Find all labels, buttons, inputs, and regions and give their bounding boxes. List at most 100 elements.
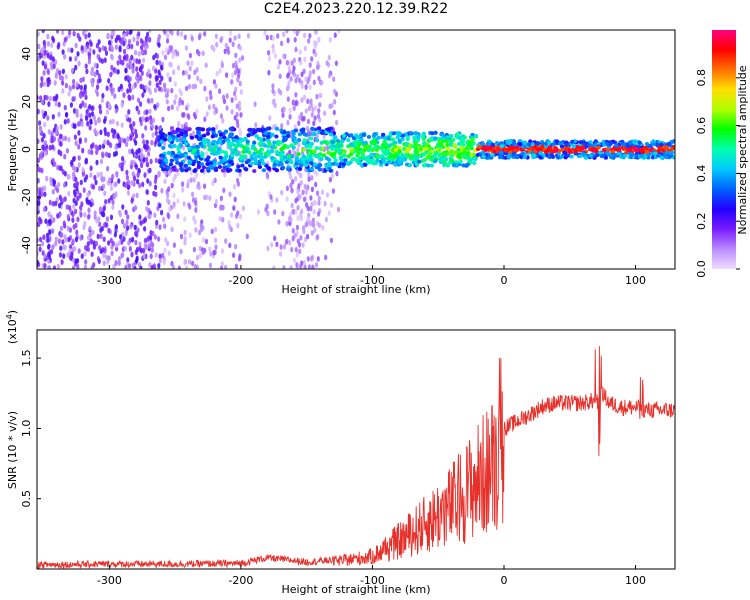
spectrogram-cell [490,142,496,147]
spectrogram-cell [331,188,335,194]
spectrogram-cell [313,105,318,111]
spectrogram-cell [180,123,184,130]
spectrogram-cell [83,102,87,109]
spectrogram-cell [481,154,486,159]
spectrogram-cell [88,112,92,118]
spectrogram-cell [472,161,477,165]
spectrogram-cell [86,192,90,198]
spectrogram-cell [225,105,229,111]
spectrogram-cell [164,170,168,176]
spectrogram-cell [291,228,295,234]
spectrogram-cell [432,154,437,159]
spectrogram-cell [65,204,69,210]
spectrogram-cell [63,153,67,160]
spectrogram-cell [236,222,240,229]
spectrogram-cell [58,165,62,171]
spectrogram-cell [59,124,63,130]
spectrogram-cell [54,240,58,247]
spectrogram-cell [299,60,303,66]
spectrogram-cell [363,162,368,167]
spectrogram-cell [321,225,325,231]
spectrogram-cell [148,89,153,96]
spectrogram-cell [118,211,123,218]
spectrogram-cell [47,211,51,217]
spectrogram-cell [301,154,306,159]
spectrogram-cell [107,40,112,46]
spectrogram-cell [445,162,450,167]
spectrogram-cell [84,30,88,33]
spectrogram-cell [580,146,585,151]
spectrogram-cell [146,200,150,206]
spectrogram-cell [194,134,199,139]
spectrogram-cell [40,240,45,247]
spectrogram-cell [651,139,656,144]
spectrogram-cell [46,237,50,243]
spectrogram-cell [89,165,93,171]
spectrogram-cell [282,53,286,60]
spectrogram-cell [277,88,281,94]
spectrogram-cell [63,37,67,43]
spectrogram-cell [119,59,123,65]
spectrogram-cell [221,118,225,124]
spectrogram-cell [74,55,78,62]
spectrogram-cell [454,160,459,165]
spectrogram-cell [365,157,371,162]
spectrogram-cell [165,99,169,105]
spectrogram-cell [377,155,382,159]
spectrogram-cell [372,139,378,144]
spectrogram-cell [102,260,106,267]
spectrogram-cell [163,87,167,93]
spectrogram-cell [97,258,101,265]
spectrogram-cell [319,140,324,145]
spectrogram-cell [604,151,610,156]
spectrogram-cell [541,153,546,158]
spectrogram-cell [90,111,94,117]
spectrogram-cell [274,150,280,155]
spectrogram-cell [494,141,500,145]
spectrogram-cell [51,35,55,42]
spectrogram-cell [109,185,113,192]
spectrogram-cell [486,141,492,146]
spectrogram-cell [61,239,65,245]
spectrogram-cell [437,147,442,152]
spectrogram-cell [414,149,420,154]
spectrogram-cell [42,81,46,87]
spectrogram-cell [215,149,220,154]
spectrogram-cell [139,65,143,72]
spectrogram-cell [286,37,290,44]
spectrogram-cell [165,30,169,33]
spectrogram-cell [288,107,292,114]
spectrogram-cell [595,153,600,158]
spectrogram-cell [265,172,269,178]
spectrogram-cell [50,42,54,48]
spectrogram-cell [302,228,306,235]
spectrogram-cell [108,177,112,183]
spectrogram-cell [267,50,271,56]
spectrogram-cell [311,217,315,224]
spectrogram-cell [280,165,286,170]
x-tick-label: 0 [500,574,507,587]
spectrogram-cell [130,125,134,132]
spectrogram-cell [114,68,118,74]
spectrogram-cell [193,83,197,90]
spectrogram-cell [273,209,277,215]
spectrogram-cell [159,163,165,168]
spectrogram-cell [244,149,249,154]
spectrogram-cell [164,236,168,243]
spectrogram-cell [167,105,171,112]
spectrogram-cell [175,127,180,132]
spectrogram-cell [219,113,223,119]
spectrogram-cell [366,144,371,149]
spectrogram-cell [138,214,142,220]
spectrogram-cell [205,151,209,157]
spectrogram-cell [195,254,200,261]
spectrogram-cell [135,255,139,262]
spectrogram-cell [275,241,279,248]
spectrogram-cell [287,154,292,159]
spectrogram-cell [74,140,78,146]
spectrogram-cell [504,147,510,152]
spectrogram-cell [309,265,313,269]
spectrogram-cell [252,140,257,145]
spectrogram-cell [455,135,460,140]
spectrogram-cell [301,160,306,165]
